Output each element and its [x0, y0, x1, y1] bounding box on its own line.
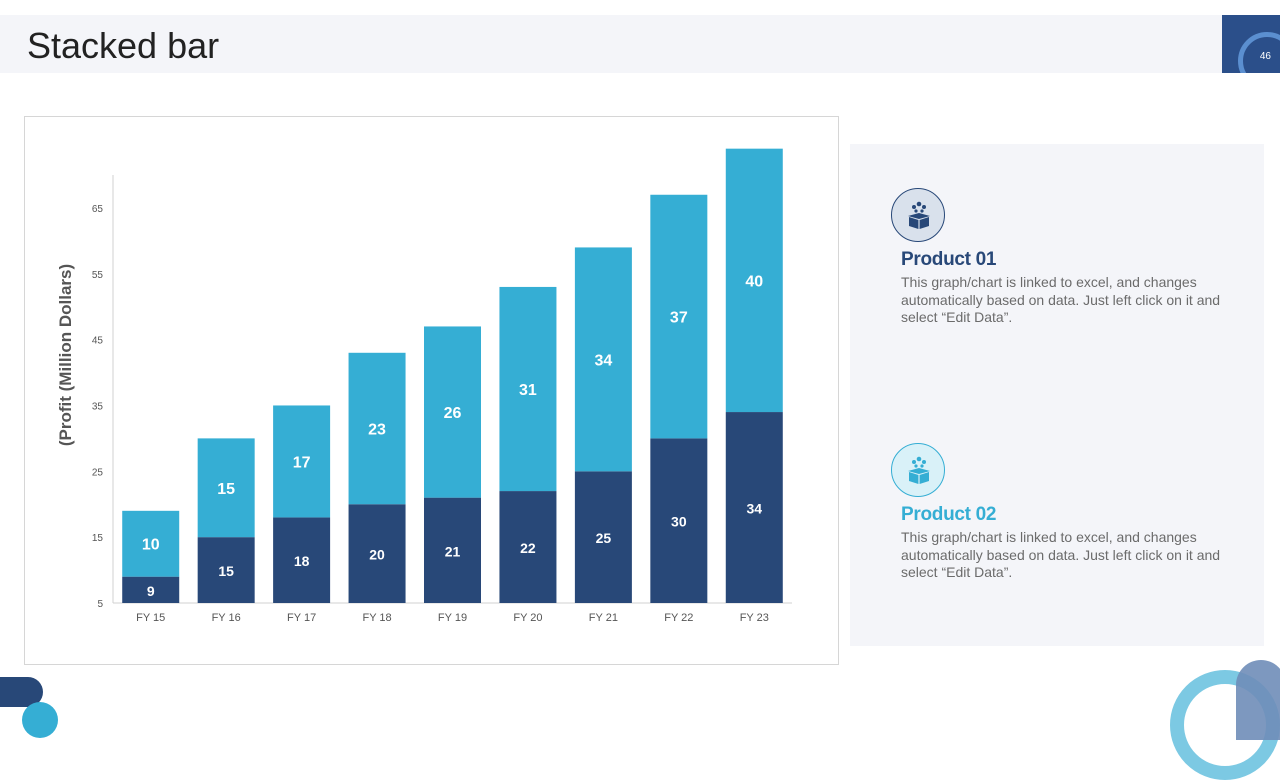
product-02-gift-box-icon: [891, 443, 945, 497]
bar-value-label: 26: [444, 405, 462, 422]
y-tick-label: 55: [92, 270, 104, 281]
page-number-badge: 46: [1222, 15, 1280, 73]
bar-value-label: 31: [519, 382, 537, 399]
bar-product-02: [424, 326, 481, 498]
slide-title: Stacked bar: [27, 25, 220, 66]
bar-value-label: 21: [445, 543, 461, 559]
bar-value-label: 20: [369, 547, 385, 563]
y-tick-label: 65: [92, 204, 104, 215]
decorative-ring: [1238, 32, 1280, 73]
decorative-bar: [1236, 660, 1280, 740]
x-tick-label: FY 20: [513, 612, 542, 624]
x-tick-label: FY 22: [664, 612, 693, 624]
bar-value-label: 34: [594, 352, 612, 369]
bar-product-02: [725, 148, 783, 413]
bar-value-label: 25: [596, 530, 612, 546]
y-tick-label: 15: [92, 533, 104, 544]
decorative-circle: [22, 702, 58, 738]
y-tick-label: 35: [92, 401, 104, 412]
info-panel: Product 01 This graph/chart is linked to…: [850, 144, 1264, 646]
x-tick-label: FY 18: [362, 612, 391, 624]
bar-product-02: [574, 247, 632, 472]
bar-value-label: 10: [142, 537, 160, 554]
page-number: 46: [1259, 51, 1271, 62]
bar-value-label: 22: [520, 540, 536, 556]
y-tick-label: 25: [92, 467, 104, 478]
bar-value-label: 18: [294, 553, 310, 569]
bar-value-label: 34: [746, 501, 762, 517]
product-01-description: This graph/chart is linked to excel, and…: [901, 274, 1221, 325]
bar-product-01: [348, 504, 406, 603]
bar-value-label: 23: [368, 422, 386, 439]
bar-value-label: 17: [293, 454, 311, 471]
bar-product-01: [725, 412, 783, 603]
bar-value-label: 15: [217, 481, 235, 498]
bar-value-label: 40: [745, 273, 763, 290]
bar-product-02: [197, 438, 255, 538]
bar-value-label: 15: [218, 563, 234, 579]
bar-product-02: [499, 286, 557, 492]
bar-value-label: 9: [147, 583, 155, 599]
x-tick-label: FY 15: [136, 612, 165, 624]
bar-product-02: [650, 194, 708, 439]
product-01-title: Product 01: [901, 249, 997, 270]
x-tick-label: FY 16: [212, 612, 241, 624]
y-axis-title: (Profit (Million Dollars): [56, 264, 75, 446]
bar-value-label: 30: [671, 514, 687, 530]
bar-product-01: [122, 576, 180, 603]
product-02-description: This graph/chart is linked to excel, and…: [901, 529, 1221, 580]
stacked-bar-chart: 5 15 25 35 45 55 65 (Profit (Million Dollars) 9 1…: [56, 148, 792, 624]
x-tick-label: FY 21: [589, 612, 618, 624]
x-tick-label: FY 19: [438, 612, 467, 624]
y-tick-label: 45: [92, 336, 104, 347]
y-tick-label: 5: [97, 599, 103, 610]
product-01-gift-box-icon: [891, 188, 945, 242]
bar-product-01: [273, 517, 331, 603]
bar-product-02: [348, 352, 406, 505]
bar-product-01: [650, 438, 708, 603]
bar-value-label: 37: [670, 310, 688, 327]
x-tick-label: FY 23: [740, 612, 769, 624]
chart-frame: 5 15 25 35 45 55 65 (Profit (Million Dollars) 9 1…: [24, 116, 839, 665]
bar-product-01: [499, 491, 557, 603]
product-02-title: Product 02: [901, 504, 997, 525]
bar-product-01: [424, 497, 481, 603]
bar-product-01: [574, 471, 632, 603]
bar-product-02: [122, 510, 180, 577]
bar-product-01: [197, 537, 255, 603]
bar-product-02: [273, 405, 331, 518]
x-tick-label: FY 17: [287, 612, 316, 624]
title-band: [0, 15, 1222, 73]
